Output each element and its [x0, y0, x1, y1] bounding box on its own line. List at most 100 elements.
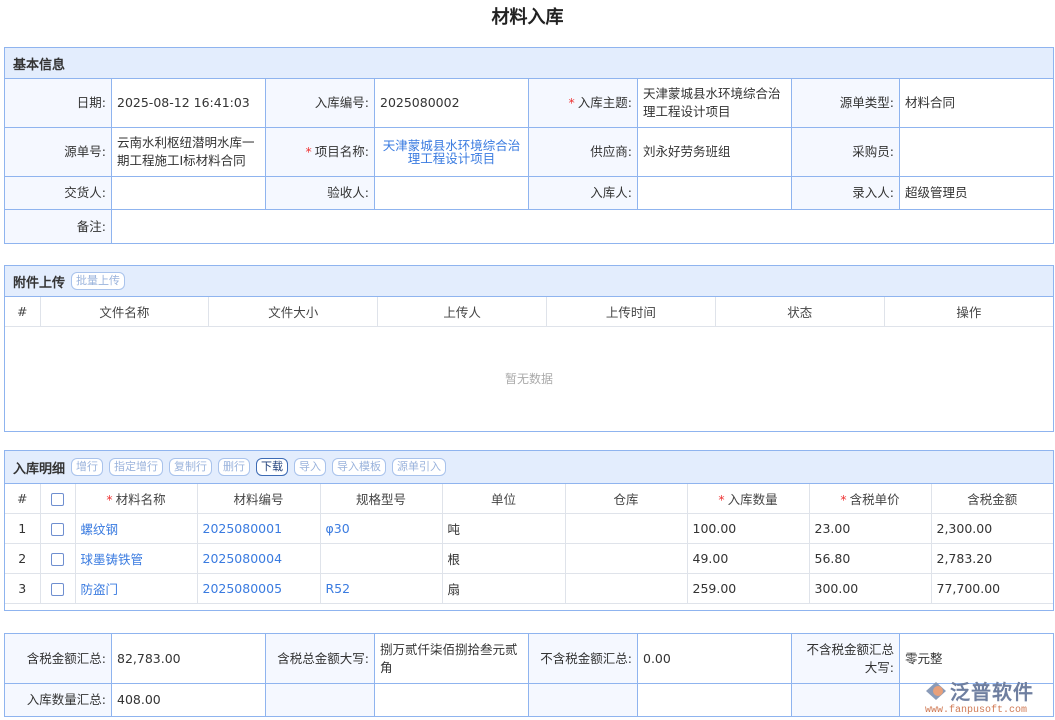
column-header: #: [5, 484, 41, 514]
header-text: 入库数量: [727, 491, 778, 507]
field-label: 源单类型:: [792, 79, 900, 128]
field-value[interactable]: 零元整: [900, 634, 1053, 684]
table-cell: [40, 543, 76, 574]
cell-text: 吨: [447, 521, 461, 537]
table-cell[interactable]: R52: [320, 573, 443, 604]
field-value[interactable]: 材料合同: [900, 79, 1053, 128]
toolbar-button[interactable]: 删行: [218, 458, 251, 476]
field-value[interactable]: 超级管理员: [900, 177, 1053, 210]
label-text: 入库人:: [590, 185, 632, 200]
column-header: 规格型号: [320, 484, 443, 514]
field-value[interactable]: 0.00: [638, 634, 792, 684]
required-icon: *: [840, 491, 847, 507]
field-value[interactable]: 捌万贰仟柒佰捌拾叁元贰角: [375, 634, 529, 684]
field-label: [792, 684, 900, 716]
table-cell[interactable]: 螺纹钢: [75, 513, 198, 544]
toolbar-button[interactable]: 导入模板: [332, 458, 387, 476]
header-text: 材料编号: [233, 491, 284, 507]
label-text: 含税总金额大写:: [277, 650, 369, 666]
table-cell[interactable]: φ30: [320, 513, 443, 544]
table-cell: 100.00: [687, 513, 810, 544]
table-cell[interactable]: 2025080001: [197, 513, 321, 544]
table-cell[interactable]: 球墨铸铁管: [75, 543, 198, 574]
header-text: #: [17, 490, 28, 506]
table-cell: 2: [5, 543, 41, 574]
row-checkbox[interactable]: [51, 552, 64, 566]
field-label: 入库数量汇总:: [5, 684, 112, 716]
header-text: 规格型号: [355, 491, 406, 507]
table-cell: 259.00: [687, 573, 810, 604]
table-cell[interactable]: 2025080004: [197, 543, 321, 574]
cell-text: 100.00: [692, 520, 737, 536]
table-cell: 2,300.00: [931, 513, 1053, 544]
row-checkbox[interactable]: [51, 582, 64, 596]
value-text: 刘永好劳务班组: [643, 144, 731, 159]
value-text: 材料合同: [905, 95, 956, 110]
table-row[interactable]: 1 螺纹钢 2025080001 φ30 吨 100.00 23.00 2,300.00: [5, 513, 1053, 544]
detail-section: 入库明细 增行 指定增行 复制行 删行 下载 导入 导入模板 源单引入 # * 材料名称 材料编号 规格…: [4, 450, 1054, 611]
column-header: * 含税单价: [809, 484, 932, 514]
select-all-checkbox[interactable]: [51, 492, 64, 506]
column-header: 文件大小: [208, 297, 379, 327]
column-header: 仓库: [565, 484, 688, 514]
field-value[interactable]: 刘永好劳务班组: [638, 128, 792, 177]
field-label: 含税金额汇总:: [5, 634, 112, 684]
field-label: 录入人:: [792, 177, 900, 210]
field-value[interactable]: 2025080002: [375, 79, 529, 128]
table-row[interactable]: 3 防盗门 2025080005 R52 扇 259.00 300.00 77,700.00: [5, 573, 1053, 604]
label-text: 入库主题:: [577, 95, 632, 110]
field-value[interactable]: 2025-08-12 16:41:03: [112, 79, 266, 128]
toolbar-button[interactable]: 源单引入: [392, 458, 447, 476]
required-icon: *: [568, 95, 575, 110]
header-text: 材料名称: [115, 491, 166, 507]
toolbar-button[interactable]: 导入: [294, 458, 327, 476]
label-text: 验收人:: [327, 185, 369, 200]
column-header: * 材料名称: [75, 484, 198, 514]
cell-text: 49.00: [692, 550, 729, 566]
label-text: 采购员:: [852, 144, 894, 159]
batch-upload-button[interactable]: 批量上传: [71, 272, 126, 290]
field-label: * 入库主题:: [529, 79, 638, 128]
label-text: 交货人:: [64, 185, 106, 200]
toolbar-button[interactable]: 指定增行: [109, 458, 164, 476]
remark-field[interactable]: [112, 210, 1053, 243]
table-cell[interactable]: [320, 543, 443, 574]
table-cell: 吨: [442, 513, 566, 544]
field-value[interactable]: 408.00: [112, 684, 266, 716]
value-text: 零元整: [905, 650, 943, 666]
cell-text: 3: [18, 580, 27, 596]
label-text: 源单类型:: [839, 95, 894, 110]
field-label: 源单号:: [5, 128, 112, 177]
field-value[interactable]: 天津蒙城县水环境综合治理工程设计项目: [375, 128, 529, 177]
field-value[interactable]: [375, 177, 529, 210]
toolbar-button[interactable]: 复制行: [169, 458, 213, 476]
table-cell[interactable]: 2025080005: [197, 573, 321, 604]
field-value[interactable]: 天津蒙城县水环境综合治理工程设计项目: [638, 79, 792, 128]
header-text: 含税单价: [849, 491, 900, 507]
label-text: 不含税金额汇总:: [540, 650, 632, 666]
table-cell[interactable]: 防盗门: [75, 573, 198, 604]
field-label: 含税总金额大写:: [266, 634, 375, 684]
value-text: 天津蒙城县水环境综合治理工程设计项目: [643, 86, 781, 119]
toolbar-button[interactable]: 下载: [256, 458, 289, 476]
toolbar-button[interactable]: 增行: [71, 458, 104, 476]
field-value[interactable]: 云南水利枢纽潜明水库一期工程施工I标材料合同: [112, 128, 266, 177]
basic-info-section: 基本信息 日期: 2025-08-12 16:41:03 入库编号: 20250800…: [4, 47, 1054, 244]
section-header: 基本信息: [5, 48, 1053, 79]
cell-text: 扇: [447, 581, 461, 597]
table-cell: 2,783.20: [931, 543, 1053, 574]
summary-section: 含税金额汇总: 82,783.00 含税总金额大写: 捌万贰仟柒佰捌拾叁元贰角 不含税金…: [4, 633, 1054, 717]
table-row[interactable]: 2 球墨铸铁管 2025080004 根 49.00 56.80 2,783.20: [5, 543, 1053, 574]
field-value[interactable]: [638, 177, 792, 210]
field-value[interactable]: [638, 684, 792, 716]
field-value[interactable]: 82,783.00: [112, 634, 266, 684]
field-value[interactable]: [900, 128, 1053, 177]
field-label: 不含税金额汇总:: [529, 634, 638, 684]
value-text: 捌万贰仟柒佰捌拾叁元贰角: [380, 641, 518, 675]
column-header: #: [5, 297, 41, 327]
column-header[interactable]: [40, 484, 76, 514]
cell-text: 259.00: [692, 580, 737, 596]
row-checkbox[interactable]: [51, 522, 64, 536]
field-value[interactable]: [112, 177, 266, 210]
field-value[interactable]: [375, 684, 529, 716]
